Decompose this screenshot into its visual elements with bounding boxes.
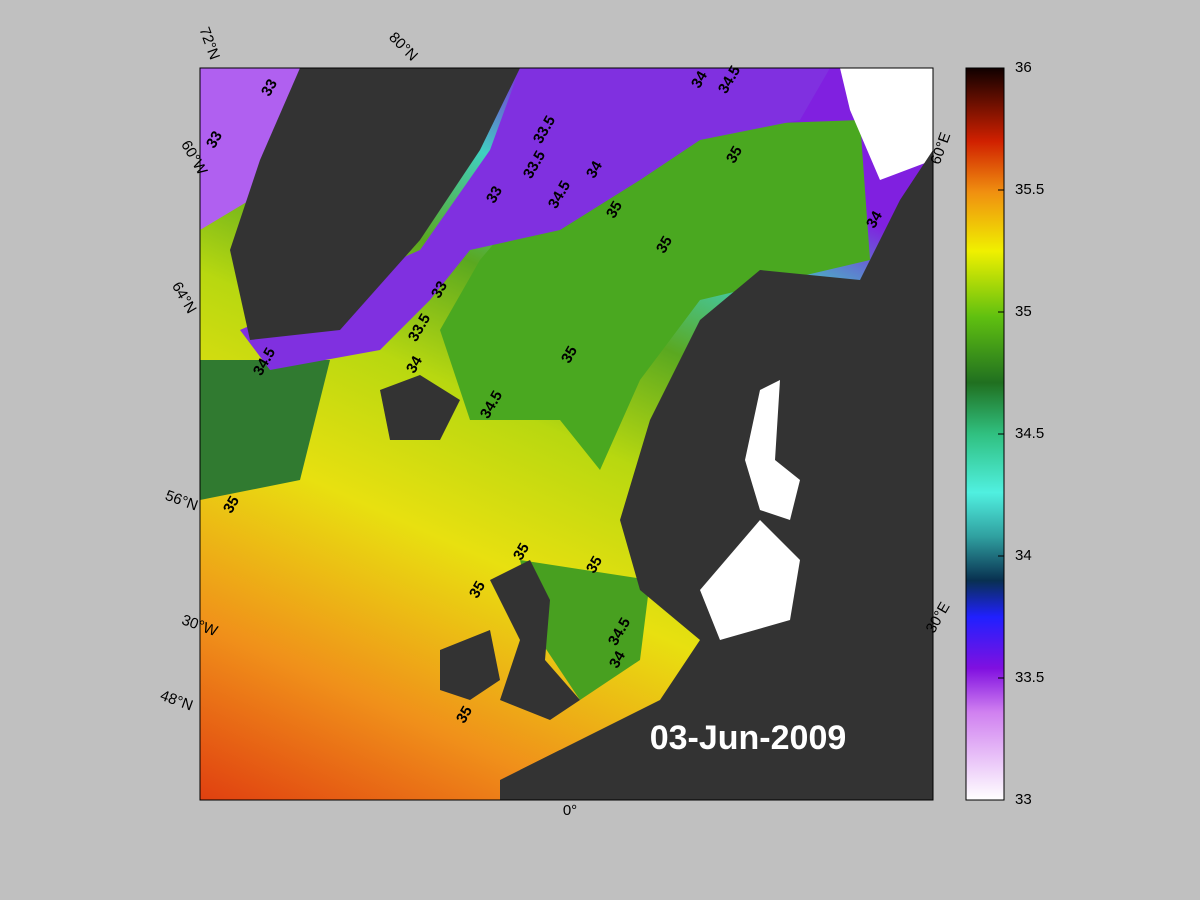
contour-label: 33: [203, 128, 226, 151]
contour-label: 35: [603, 198, 626, 221]
contour-label: 35: [558, 343, 581, 366]
colorbar-tick-label: 35.5: [1015, 181, 1044, 198]
contour-label: 34: [403, 353, 426, 377]
colorbar-ticks: 33 33.5 34 34.5 35 35.5 36: [998, 59, 1044, 808]
irminger-sea: [200, 360, 330, 500]
colorbar-tick-label: 33.5: [1015, 669, 1044, 686]
france: [500, 750, 560, 800]
graticule-label: 72°N: [196, 25, 223, 62]
britain: [490, 560, 580, 720]
contour-label: 35: [510, 540, 533, 563]
arctic-fresh: [240, 68, 830, 370]
colorbar-tick-label: 36: [1015, 59, 1032, 76]
contour-label: 33: [428, 278, 451, 301]
greenland: [230, 68, 520, 340]
ice: [840, 68, 933, 180]
north-sea: [520, 560, 650, 700]
colorbar-tick-label: 35: [1015, 303, 1032, 320]
map-frame: [199, 67, 934, 801]
scandinavia: [520, 150, 933, 800]
contour-label: 35: [583, 553, 606, 576]
contour-label: 34: [863, 208, 886, 232]
contour-label: 34: [583, 158, 606, 182]
contour-label: 33: [258, 76, 281, 99]
contour-label: 35: [466, 578, 489, 601]
contour-label: 35: [453, 703, 476, 726]
gulf-of-bothnia: [745, 380, 800, 520]
iceland: [380, 375, 460, 440]
graticule-label: 64°N: [168, 279, 199, 317]
graticule-label: 0°: [563, 802, 577, 819]
ireland: [440, 630, 500, 700]
contour-label: 35: [653, 233, 676, 256]
colorbar-tick-label: 34: [1015, 547, 1032, 564]
baltic: [700, 520, 800, 640]
contour-label: 34: [688, 68, 711, 92]
graticule-label: 80°N: [385, 29, 421, 65]
colorbar-tick-label: 33: [1015, 791, 1032, 808]
contour-label: 34: [606, 648, 629, 672]
date-label: 03-Jun-2009: [650, 719, 847, 757]
map: [200, 68, 933, 800]
graticule-label: 56°N: [163, 487, 200, 514]
graticule-label: 48°N: [158, 687, 195, 714]
colorbar-tick-label: 34.5: [1015, 425, 1044, 442]
contour-label: 35: [723, 143, 746, 166]
contour-label: 35: [220, 493, 243, 516]
contour-label: 33: [483, 183, 506, 206]
